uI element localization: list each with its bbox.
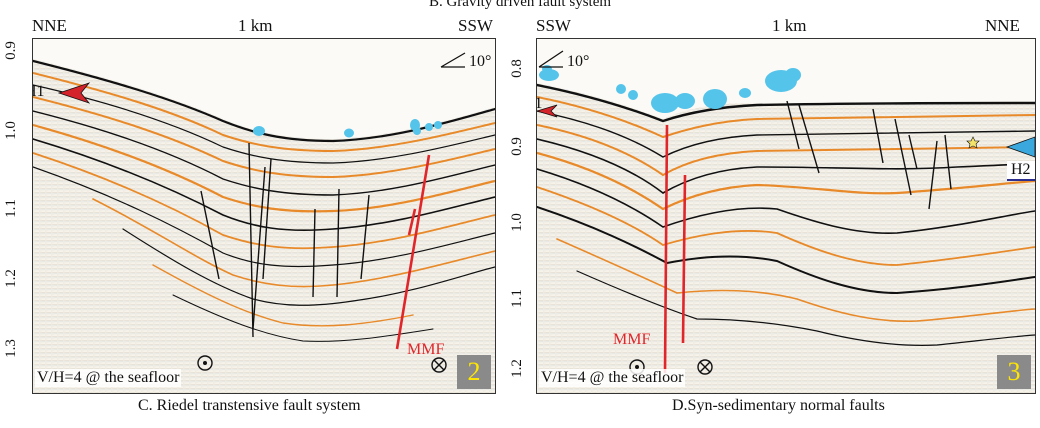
- left-tick-2: 1.1: [2, 199, 19, 218]
- panel-number-left: 2: [457, 355, 491, 389]
- seismic-panel-right: 10° H1 H2 MMF V/H=4 @ the seafloor 3: [536, 38, 1036, 394]
- vh-label-right: V/H=4 @ the seafloor: [539, 369, 686, 387]
- caption-left: C. Riedel transtensive fault system: [138, 397, 361, 414]
- h1-label-left: H1: [33, 83, 45, 100]
- left-tick-0: 0.9: [2, 41, 19, 60]
- right-angle-label: 10°: [567, 53, 590, 70]
- left-angle-label: 10°: [469, 53, 492, 70]
- left-tick-3: 1.2: [2, 269, 19, 288]
- figure-title: B. Gravity driven fault system: [428, 0, 612, 10]
- left-dir-label: NNE: [32, 16, 67, 35]
- h1-label-right: H1: [537, 95, 543, 113]
- panel-number-right: 3: [997, 355, 1031, 389]
- left-tick-4: 1.3: [2, 339, 19, 358]
- left-tick-1: 1.0: [2, 121, 19, 140]
- right-tick-4: 1.2: [508, 359, 525, 378]
- mmf-label-left: MMF: [407, 341, 445, 358]
- right-dir-label-2: NNE: [985, 16, 1020, 35]
- seismic-section-left: [33, 39, 495, 393]
- seismic-section-right: [537, 39, 1035, 393]
- left-scale-label: 1 km: [238, 16, 273, 35]
- caption-right: D.Syn-sedimentary normal faults: [672, 397, 885, 414]
- right-tick-3: 1.1: [508, 289, 525, 308]
- vh-label-left: V/H=4 @ the seafloor: [35, 369, 182, 387]
- right-dir-label: SSW: [458, 16, 493, 35]
- right-scale-label: 1 km: [772, 16, 807, 35]
- right-tick-0: 0.8: [508, 59, 525, 78]
- right-tick-2: 1.0: [508, 213, 525, 232]
- seismic-panel-left: 10° H1 MMF V/H=4 @ the seafloor 2: [32, 38, 496, 394]
- h2-label-right: H2: [1007, 161, 1035, 181]
- right-tick-1: 0.9: [508, 137, 525, 156]
- left-dir-label-2: SSW: [536, 16, 571, 35]
- mmf-label-right: MMF: [613, 331, 651, 348]
